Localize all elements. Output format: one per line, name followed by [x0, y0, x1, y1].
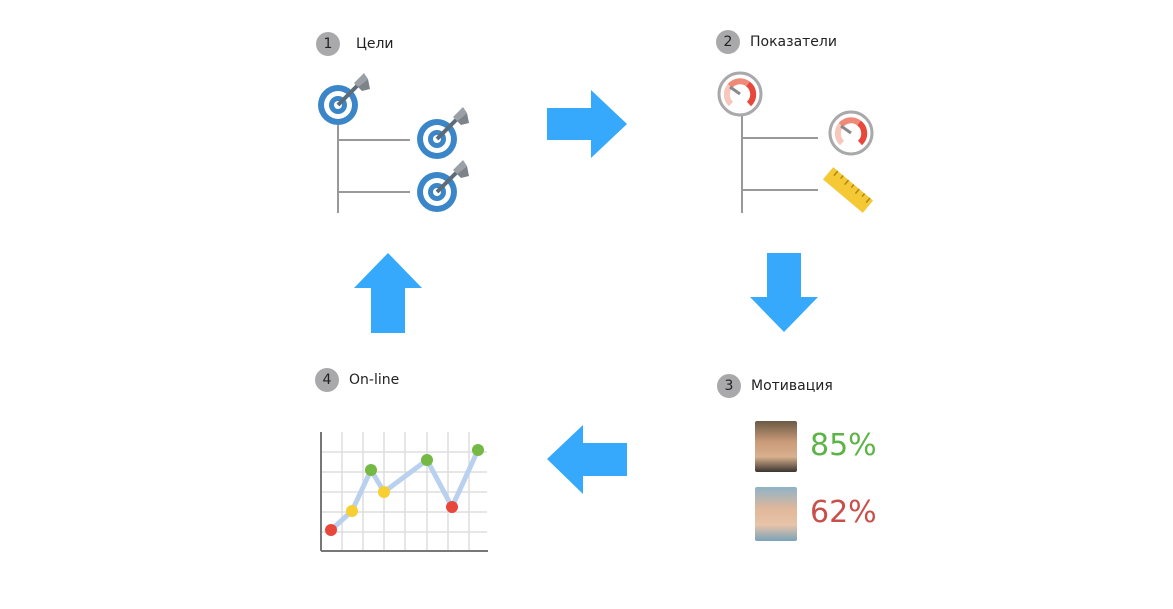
step-online: 4 On-line [315, 368, 399, 392]
step-label: Показатели [750, 34, 837, 50]
gauge-icon [830, 112, 872, 154]
step-number-badge: 4 [315, 368, 339, 392]
target-icon [415, 105, 471, 161]
online-chart [320, 432, 488, 552]
arrow-left-icon [547, 425, 627, 494]
step-number-badge: 2 [716, 30, 740, 54]
step-goals: 1 Цели [316, 32, 394, 56]
step-motivation: 3 Мотивация [717, 374, 833, 398]
target-icon [316, 71, 372, 127]
chart-point [421, 454, 433, 466]
gauge-icon [719, 73, 761, 115]
step-label: Цели [356, 36, 394, 52]
target-icon [415, 158, 471, 214]
chart-point [446, 501, 458, 513]
step-number-badge: 3 [717, 374, 741, 398]
arrow-right-icon [547, 90, 627, 158]
motivation-percent: 62% [810, 495, 877, 530]
chart-point [378, 486, 390, 498]
chart-point [325, 524, 337, 536]
chart-point [472, 444, 484, 456]
arrow-up-icon [354, 253, 422, 333]
step-number-badge: 1 [316, 32, 340, 56]
goals-tree [316, 71, 471, 214]
ruler-icon [822, 167, 874, 213]
step-label: On-line [349, 372, 400, 388]
step-label: Мотивация [751, 378, 833, 394]
indicators-tree [719, 73, 873, 213]
chart-point [346, 505, 358, 517]
step-indicators: 2 Показатели [716, 30, 837, 54]
motivation-percent: 85% [810, 428, 877, 463]
arrow-down-icon [750, 253, 818, 332]
employee-photo-avatar [755, 487, 797, 541]
chart-point [365, 464, 377, 476]
employee-photo-avatar [755, 421, 797, 472]
